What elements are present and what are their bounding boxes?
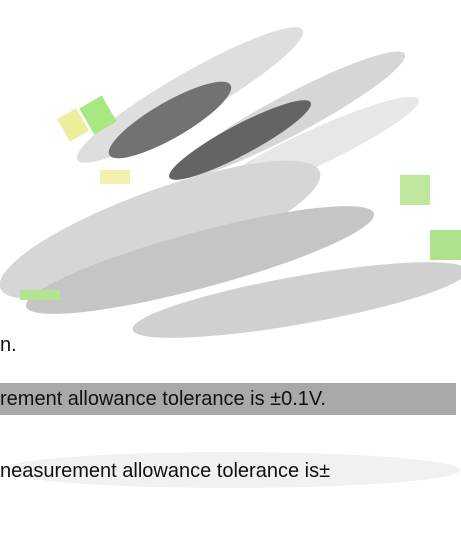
background-streaks <box>0 0 461 537</box>
text-line: neasurement allowance tolerance is± <box>0 460 461 483</box>
highlighted-text-line: rement allowance tolerance is ±0.1V. <box>0 383 456 415</box>
page: n. rement allowance tolerance is ±0.1V. … <box>0 0 461 537</box>
text-line: n. <box>0 334 17 357</box>
